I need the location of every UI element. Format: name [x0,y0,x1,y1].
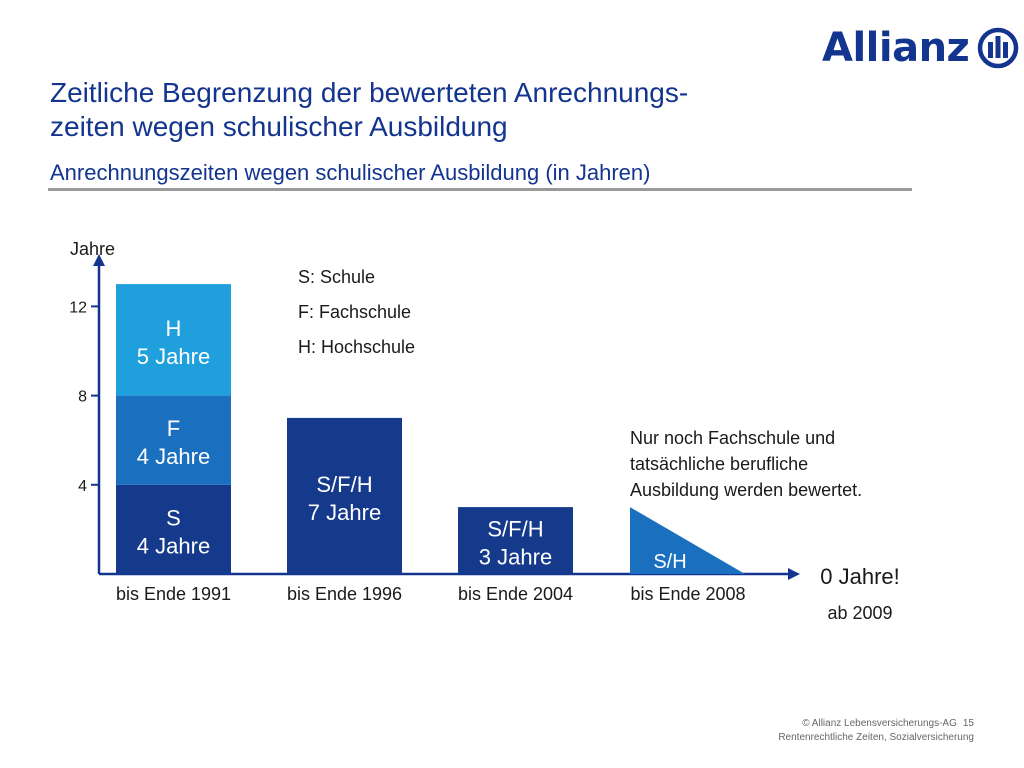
footer-copyright-line: © Allianz Lebensversicherungs-AG 15 [778,717,974,731]
bar-segment-code: S/F/H [487,517,543,542]
bar-segment [116,395,231,485]
category-label: bis Ende 1996 [287,584,402,604]
category-label: bis Ende 1991 [116,584,231,604]
page-subtitle: Anrechnungszeiten wegen schulischer Ausb… [50,160,651,185]
page-number: 15 [962,718,974,729]
allianz-logo: Allianz [822,26,1019,70]
bar-segment [458,507,573,574]
note-line: tatsächliche berufliche [630,454,808,474]
bar-segment-triangle [630,507,745,574]
brand-name: Allianz [822,25,970,71]
footer-topic: Rentenrechtliche Zeiten, Sozialversicher… [778,732,974,743]
bar-segment [287,417,402,574]
footer-copyright: © Allianz Lebensversicherungs-AG [802,718,957,729]
x-axis-arrow-icon [788,568,800,580]
legend-entry: F: Fachschule [298,302,411,322]
category-label: ab 2009 [827,603,892,623]
bar-segment-code: F [167,416,180,441]
bar-segment-code: S/F/H [316,472,372,497]
bar-segment-value: 3 Jahre [479,545,552,570]
y-axis-label: Jahre [70,239,115,259]
allianz-eagle-icon [978,27,1019,69]
category-label: bis Ende 2004 [458,584,573,604]
bar-segment-value: 4 Jahre [137,444,210,469]
zero-years-label: 0 Jahre! [820,564,900,589]
y-tick-label: 8 [78,389,87,406]
bar-segment-code: S/H [653,551,686,573]
bar-segment-value: 7 Jahre [308,500,381,525]
category-label: bis Ende 2008 [630,584,745,604]
y-tick-label: 12 [69,299,87,316]
bar-segment-code: S [166,505,181,530]
bar-segment-value: 4 Jahre [137,533,210,558]
legend-entry: H: Hochschule [298,337,415,357]
title-divider [48,188,912,191]
bar-segment [116,484,231,574]
footer: © Allianz Lebensversicherungs-AG 15 Rente… [778,717,974,745]
y-tick-label: 4 [78,478,87,495]
bar-segment-code: H [166,316,182,341]
legend-entry: S: Schule [298,267,375,287]
note-line: Ausbildung werden bewertet. [630,480,862,500]
bar-segment [116,284,231,396]
page-title: Zeitliche Begrenzung der bewerteten Anre… [50,77,689,142]
bar-segment-value: 5 Jahre [137,344,210,369]
y-axis-arrow-icon [93,254,105,266]
note-line: Nur noch Fachschule und [630,428,835,448]
